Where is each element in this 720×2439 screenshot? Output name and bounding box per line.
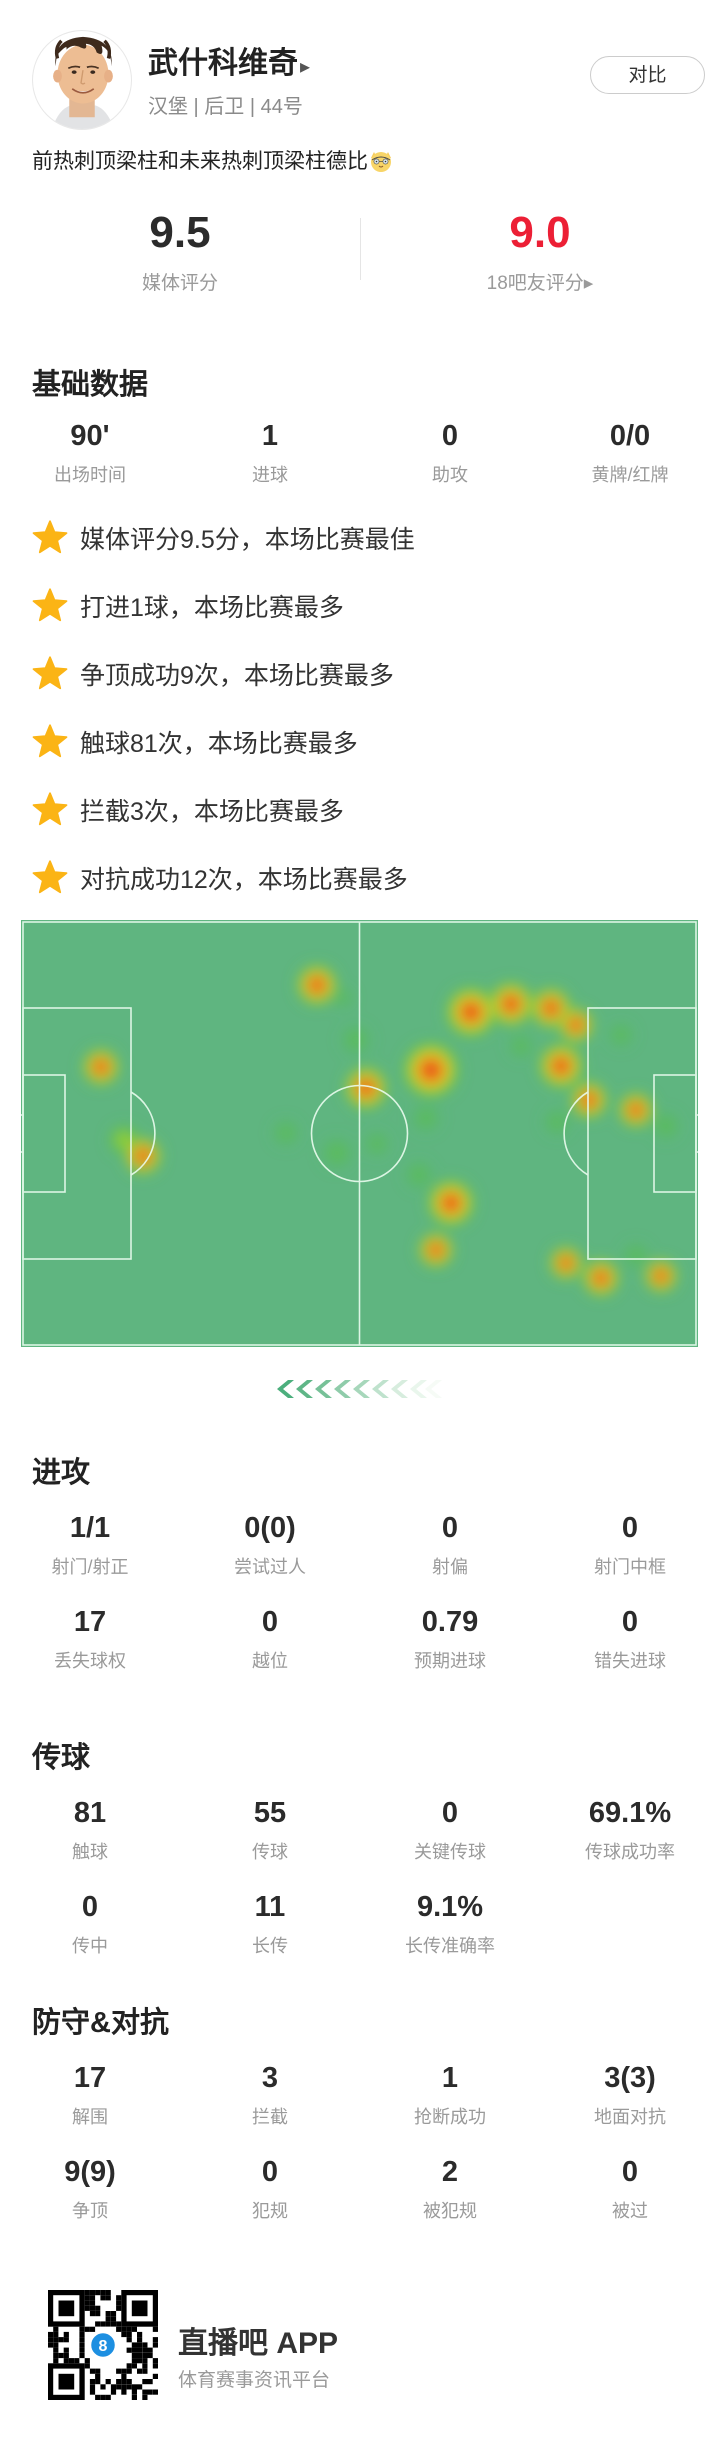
svg-text:8: 8 [99,2338,108,2355]
